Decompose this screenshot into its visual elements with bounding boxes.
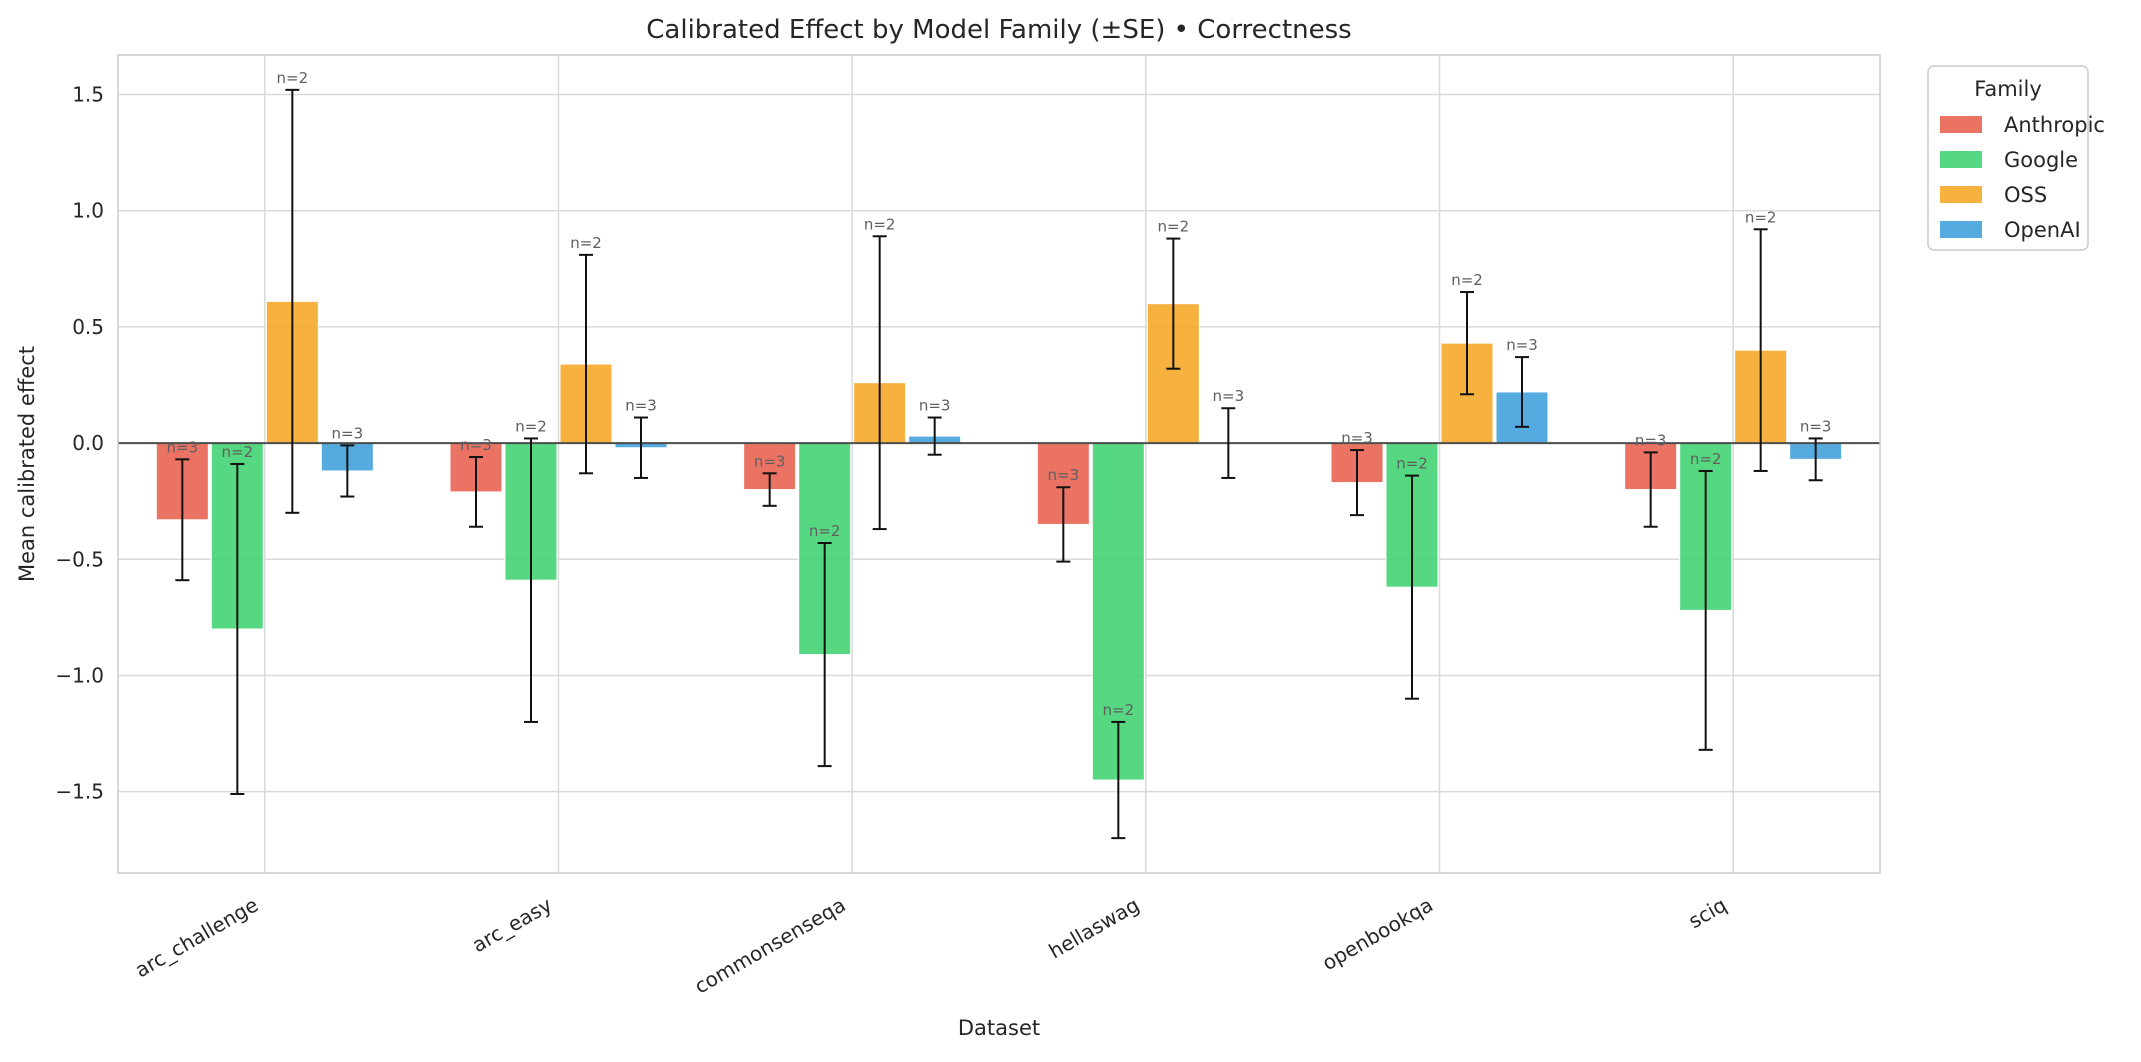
y-tick-label: 1.5	[72, 83, 104, 107]
n-label: n=2	[515, 417, 547, 435]
legend-title: Family	[1974, 77, 2042, 101]
n-label: n=3	[167, 438, 199, 456]
n-label: n=3	[460, 436, 492, 454]
chart-title: Calibrated Effect by Model Family (±SE) …	[646, 15, 1351, 45]
n-label: n=2	[864, 215, 896, 233]
x-tick-label: openbookqa	[1318, 893, 1437, 976]
n-label: n=3	[1048, 466, 1080, 484]
y-tick-label: 0.5	[72, 315, 104, 339]
n-label: n=2	[1745, 208, 1777, 226]
n-label: n=2	[809, 522, 841, 540]
x-tick-label: arc_easy	[468, 892, 556, 957]
y-tick-label: 0.0	[72, 431, 104, 455]
n-label: n=2	[277, 69, 309, 87]
n-label: n=3	[919, 397, 951, 415]
n-label: n=3	[625, 397, 657, 415]
legend-label-oss: OSS	[2004, 183, 2047, 207]
n-label: n=3	[1341, 429, 1373, 447]
n-label: n=3	[754, 452, 786, 470]
x-tick-label: hellaswag	[1045, 893, 1144, 964]
n-label: n=2	[1451, 271, 1483, 289]
n-label: n=2	[1690, 450, 1722, 468]
n-label: n=3	[1506, 336, 1538, 354]
y-tick-label: −1.0	[55, 663, 104, 687]
n-label: n=2	[222, 443, 254, 461]
legend-label-anthropic: Anthropic	[2004, 113, 2105, 137]
legend-box	[1927, 65, 2089, 251]
legend-label-openai: OpenAI	[2004, 218, 2081, 242]
x-tick-label: commonsenseqa	[690, 893, 849, 999]
plot-frame	[117, 54, 1881, 874]
y-axis-label: Mean calibrated effect	[15, 346, 39, 582]
n-label: n=2	[1103, 701, 1135, 719]
x-tick-label: sciq	[1684, 893, 1730, 934]
y-tick-label: −1.5	[55, 780, 104, 804]
legend-swatch-google	[1940, 151, 1982, 168]
n-label: n=2	[1158, 218, 1190, 236]
legend-swatch-oss	[1940, 186, 1982, 203]
n-label: n=3	[1213, 387, 1245, 405]
x-axis-label: Dataset	[958, 1016, 1040, 1040]
legend-label-google: Google	[2004, 148, 2078, 172]
n-label: n=3	[1800, 417, 1832, 435]
legend: Family Anthropic Google OSS OpenAI	[1927, 65, 2105, 251]
legend-swatch-openai	[1940, 221, 1982, 238]
legend-swatch-anthropic	[1940, 116, 1982, 133]
y-tick-label: −0.5	[55, 547, 104, 571]
x-tick-label: arc_challenge	[131, 893, 263, 983]
n-label: n=2	[1396, 455, 1428, 473]
n-label: n=3	[332, 424, 364, 442]
n-label: n=3	[1635, 431, 1667, 449]
n-label: n=2	[570, 234, 602, 252]
y-tick-label: 1.0	[72, 199, 104, 223]
